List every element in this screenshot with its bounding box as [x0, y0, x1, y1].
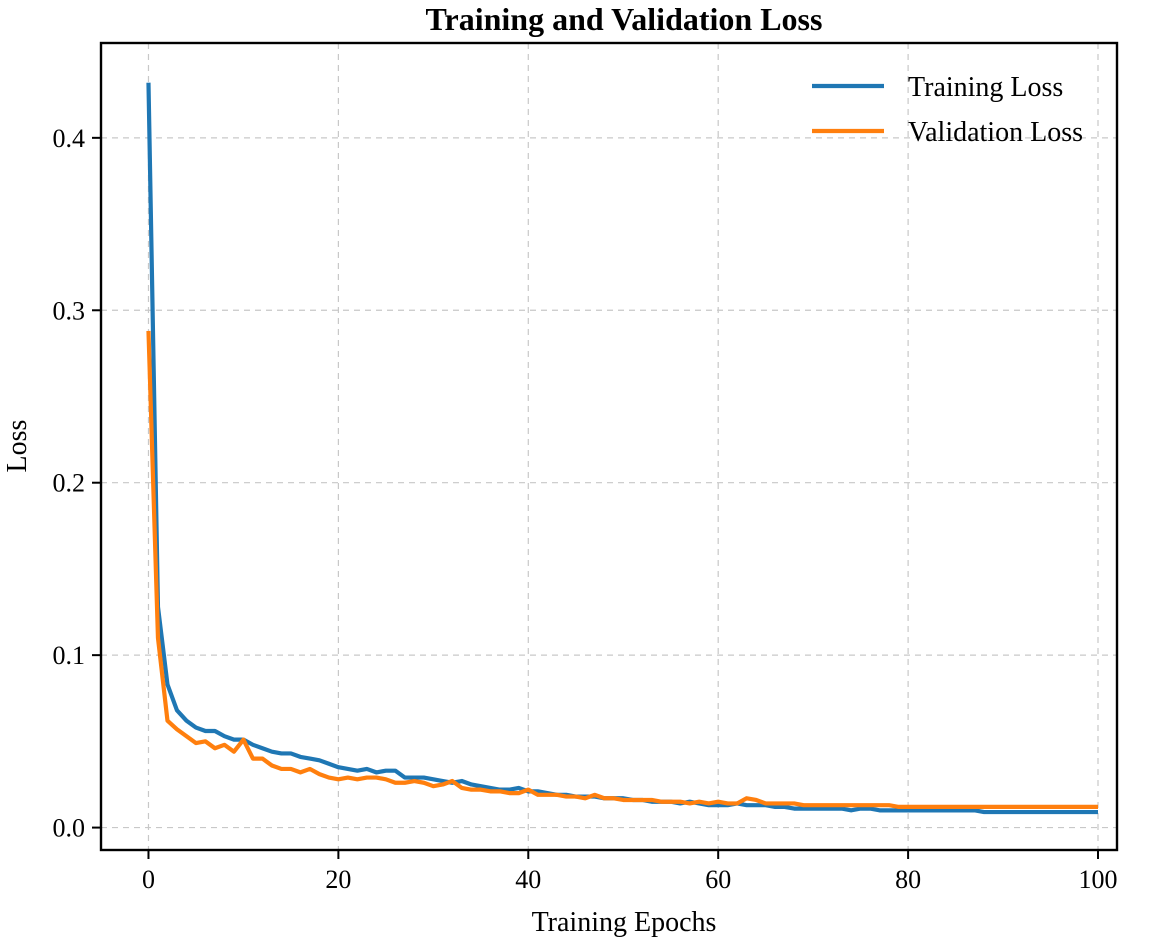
legend: Training Loss Validation Loss: [812, 72, 1083, 148]
series-line-training-loss: [146, 82, 1099, 815]
x-tick-label: 40: [515, 865, 541, 894]
series-line-validation-loss: [146, 330, 1099, 809]
x-tick-label: 100: [1079, 865, 1118, 894]
y-tick-label: 0.1: [53, 641, 86, 670]
grid-lines: [101, 43, 1117, 850]
x-tick-label: 0: [142, 865, 155, 894]
y-tick-label: 0.2: [53, 469, 86, 498]
y-tick-label: 0.0: [53, 814, 86, 843]
chart-title: Training and Validation Loss: [426, 1, 823, 37]
x-tick-label: 20: [325, 865, 351, 894]
series-lines: [146, 82, 1099, 815]
plot-frame: [99, 41, 1119, 852]
y-axis-label: Loss: [2, 420, 33, 473]
x-axis-label: Training Epochs: [532, 907, 717, 938]
x-tick-label: 80: [895, 865, 921, 894]
y-tick-label: 0.3: [53, 296, 86, 325]
x-tick-label: 60: [705, 865, 731, 894]
y-tick-label: 0.4: [53, 124, 86, 153]
legend-label-validation-loss: Validation Loss: [908, 117, 1083, 148]
axis-ticks: 0 20 40 60 80 100 0.0 0.1 0.2 0.3 0.4: [53, 124, 1118, 894]
legend-label-training-loss: Training Loss: [908, 72, 1063, 103]
